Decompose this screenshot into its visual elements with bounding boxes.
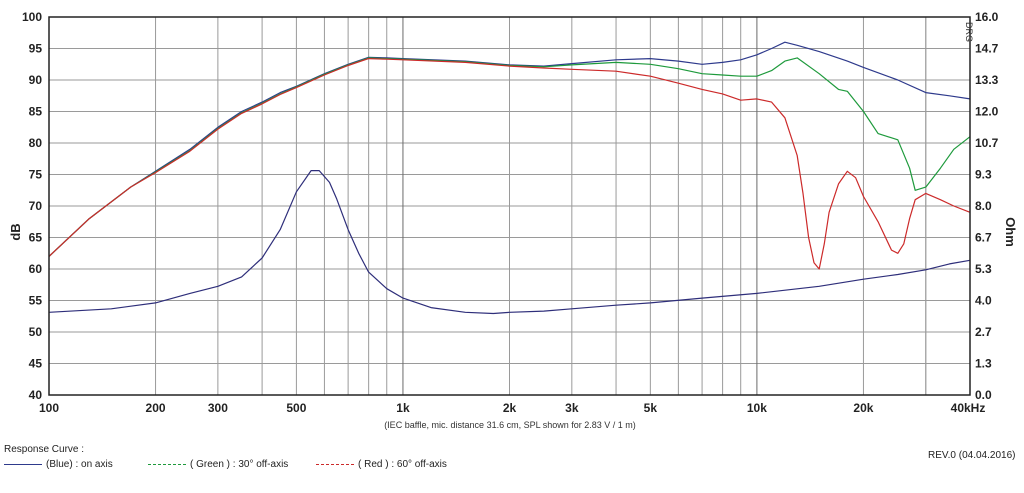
y2-tick-label: 1.3 <box>975 357 992 371</box>
y2-tick-label: 5.3 <box>975 262 992 276</box>
x-tick-label: 100 <box>39 401 59 415</box>
y-tick-label: 60 <box>29 262 43 276</box>
x-tick-label: 5k <box>644 401 658 415</box>
y-axis-ticks: 100 95 90 85 80 75 70 65 60 55 50 45 40 <box>22 10 42 402</box>
footer-title: Response Curve : <box>4 444 85 455</box>
y-tick-label: 55 <box>29 294 43 308</box>
y-tick-label: 80 <box>29 136 43 150</box>
y-tick-label: 50 <box>29 325 43 339</box>
series-group <box>48 41 971 315</box>
y-tick-label: 65 <box>29 231 43 245</box>
x-tick-label: 500 <box>286 401 306 415</box>
y2-tick-label: 0.0 <box>975 388 992 402</box>
x-tick-label: 200 <box>146 401 166 415</box>
y2-tick-label: 16.0 <box>975 10 999 24</box>
x-axis-ticks: 100 200 300 500 1k 2k 3k 5k 10k 20k 40kHz <box>39 401 985 415</box>
y-tick-label: 40 <box>29 388 43 402</box>
y-tick-label: 100 <box>22 10 42 24</box>
legend-item-green: ( Green ) : 30° off-axis <box>148 459 288 470</box>
legend-swatch-red <box>316 464 354 465</box>
measurement-note: (IEC baffle, mic. distance 31.6 cm, SPL … <box>384 420 636 430</box>
legend-item-red: ( Red ) : 60° off-axis <box>316 459 447 470</box>
legend-label-green: ( Green ) : 30° off-axis <box>190 459 289 470</box>
y2-axis-label: Ohm <box>1003 217 1018 247</box>
y2-tick-label: 12.0 <box>975 105 999 119</box>
legend-label-blue: (Blue) : on axis <box>46 459 113 470</box>
y2-tick-label: 10.7 <box>975 136 999 150</box>
legend-swatch-blue <box>4 464 42 465</box>
series-line-3 <box>48 170 971 315</box>
legend-item-blue: (Blue) : on axis <box>4 459 113 470</box>
y2-tick-label: 13.3 <box>975 73 999 87</box>
y2-tick-label: 2.7 <box>975 325 992 339</box>
series-line-0 <box>48 41 971 257</box>
y2-tick-label: 4.0 <box>975 294 992 308</box>
grid <box>49 17 970 395</box>
y-tick-label: 70 <box>29 199 43 213</box>
x-tick-label: 10k <box>747 401 767 415</box>
y2-tick-label: 8.0 <box>975 199 992 213</box>
x-tick-label: 20k <box>853 401 873 415</box>
watermark: DRG <box>964 22 974 42</box>
y-tick-label: 90 <box>29 73 43 87</box>
x-tick-label: 40kHz <box>951 401 986 415</box>
y2-axis-ticks: 16.0 14.7 13.3 12.0 10.7 9.3 8.0 6.7 5.3 4.0 2.7 1.… <box>975 10 999 402</box>
y-tick-label: 45 <box>29 357 43 371</box>
x-tick-label: 3k <box>565 401 579 415</box>
x-tick-label: 1k <box>396 401 410 415</box>
revision-label: REV.0 (04.04.2016) <box>928 450 1016 461</box>
y-tick-label: 85 <box>29 105 43 119</box>
legend-label-red: ( Red ) : 60° off-axis <box>358 459 447 470</box>
y-axis-label: dB <box>8 223 23 240</box>
legend-swatch-green <box>148 464 186 465</box>
y2-tick-label: 9.3 <box>975 168 992 182</box>
y-tick-label: 95 <box>29 42 43 56</box>
y2-tick-label: 14.7 <box>975 42 999 56</box>
response-chart: 100 95 90 85 80 75 70 65 60 55 50 45 40 16.0 14.7 13.3… <box>8 10 1018 430</box>
x-tick-label: 2k <box>503 401 517 415</box>
series-line-2 <box>48 57 971 270</box>
y2-tick-label: 6.7 <box>975 231 992 245</box>
y-tick-label: 75 <box>29 168 43 182</box>
plot-frame <box>48 16 971 396</box>
x-tick-label: 300 <box>208 401 228 415</box>
